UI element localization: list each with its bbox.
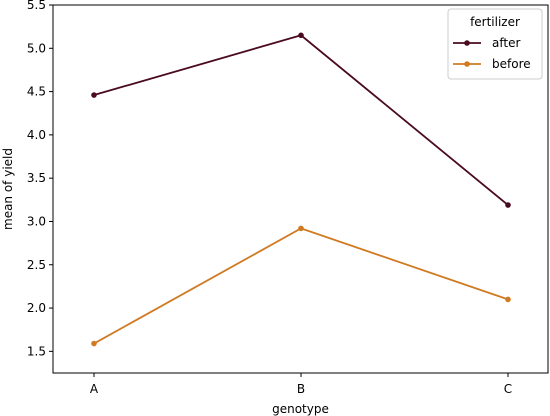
y-tick-label: 4.5 xyxy=(27,85,46,99)
x-tick-label: C xyxy=(504,382,512,396)
y-tick-label: 5.5 xyxy=(27,0,46,12)
y-tick-label: 4.0 xyxy=(27,128,46,142)
legend-label: after xyxy=(492,36,520,50)
y-tick-label: 5.0 xyxy=(27,41,46,55)
series-line-before xyxy=(93,227,509,345)
data-point-before xyxy=(505,296,511,303)
legend-items: after before xyxy=(453,36,531,71)
y-axis-ticks: 1.5 2.0 2.5 3.0 3.5 4.0 4.5 5.0 5.5 xyxy=(27,0,53,358)
series-layer xyxy=(91,32,511,347)
legend-title: fertilizer xyxy=(470,15,520,29)
x-tick-label: B xyxy=(297,382,305,396)
data-point-after xyxy=(505,202,511,208)
y-tick-label: 3.0 xyxy=(27,214,46,228)
x-axis-ticks: A B C xyxy=(90,373,512,396)
legend-swatch-marker xyxy=(464,61,470,67)
data-point-after xyxy=(298,32,304,39)
x-axis-title: genotype xyxy=(272,402,329,416)
y-tick-label: 1.5 xyxy=(27,344,46,358)
data-point-before xyxy=(91,340,97,347)
legend-box xyxy=(447,8,543,80)
series-line-after xyxy=(93,34,509,206)
y-tick-label: 2.5 xyxy=(27,258,46,272)
plot-frame xyxy=(52,4,549,374)
legend-swatch-marker xyxy=(464,40,470,46)
data-point-after xyxy=(91,92,97,98)
y-tick-label: 3.5 xyxy=(27,171,46,185)
legend-label: before xyxy=(492,57,531,71)
y-tick-label: 2.0 xyxy=(27,301,46,315)
legend: fertilizer after before xyxy=(447,8,543,80)
y-axis-title: mean of yield xyxy=(1,148,15,230)
x-tick-label: A xyxy=(90,382,99,396)
data-point-before xyxy=(298,225,304,232)
